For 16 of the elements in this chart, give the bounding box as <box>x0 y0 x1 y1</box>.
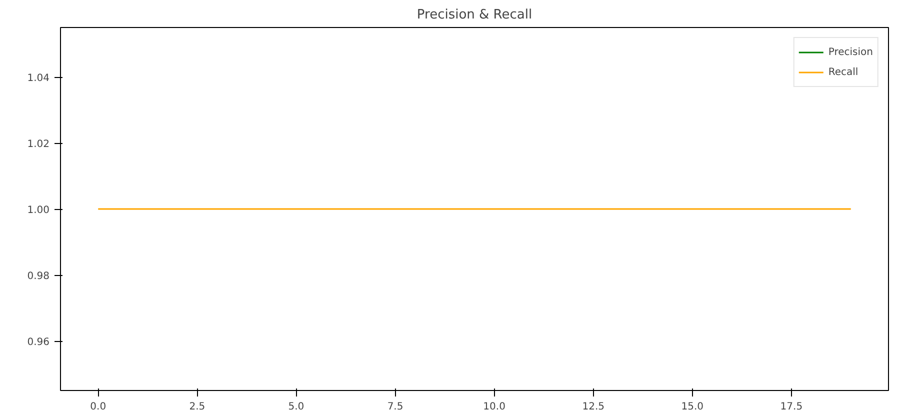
y-tick-label: 1.04 <box>27 73 50 84</box>
x-tick-label: 10.0 <box>483 402 506 412</box>
chart-title: Precision & Recall <box>416 8 532 22</box>
x-tick-label: 0.0 <box>90 402 106 412</box>
x-tick-label: 7.5 <box>387 402 404 412</box>
y-tick-label: 1.00 <box>27 205 50 216</box>
y-tick-label: 1.02 <box>27 139 50 150</box>
x-tick-label: 17.5 <box>780 402 803 412</box>
x-tick-label: 15.0 <box>681 402 704 412</box>
x-tick-label: 12.5 <box>582 402 604 412</box>
y-tick-label: 0.98 <box>27 271 50 282</box>
y-tick-label: 0.96 <box>27 337 50 348</box>
x-tick-label: 2.5 <box>189 402 206 412</box>
x-tick-label: 5.0 <box>288 402 304 412</box>
legend-label: Recall <box>828 66 858 78</box>
legend-label: Precision <box>828 46 873 58</box>
